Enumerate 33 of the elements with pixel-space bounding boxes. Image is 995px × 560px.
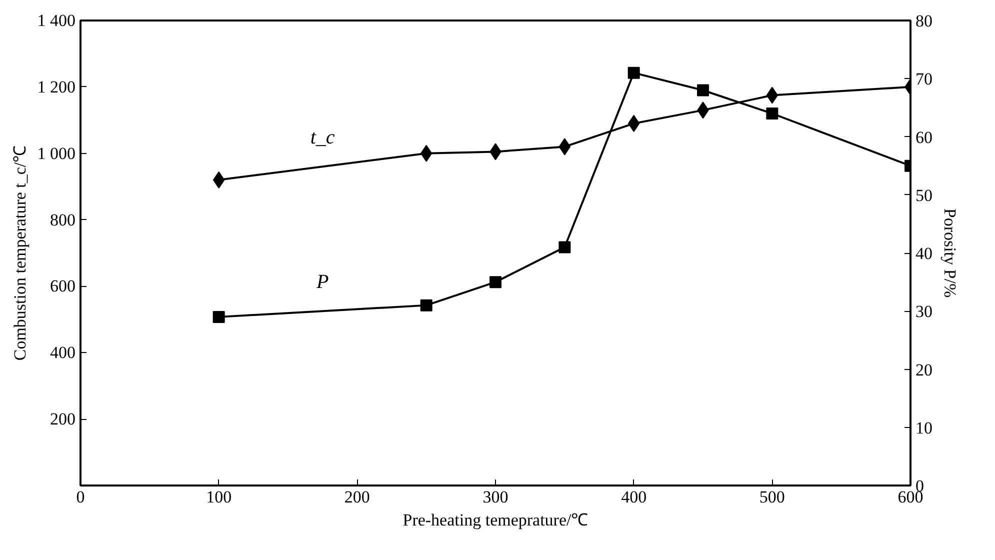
y2-tick-label: 70 [916, 70, 932, 89]
y-tick-label: 800 [50, 210, 76, 230]
point [558, 241, 571, 254]
y2-tick-label: 30 [916, 302, 932, 322]
point [628, 66, 640, 79]
y-tick-label: 1 000 [37, 144, 76, 163]
x-tick-label: 400 [621, 488, 647, 506]
point [420, 299, 432, 312]
x-axis-title: Pre-heating temeprature/℃ [402, 510, 588, 530]
point [212, 310, 225, 323]
x-tick-label: 200 [344, 488, 370, 506]
y2-tick-label: 60 [916, 128, 932, 147]
y2-tick-label: 50 [916, 186, 932, 205]
point [697, 84, 709, 96]
y-axis-title: Combustion temperature t_c/℃ [10, 145, 30, 361]
y2-tick-label: 20 [916, 360, 932, 380]
x-tick-label: 0 [76, 488, 85, 506]
y2-tick-label: 10 [916, 418, 932, 438]
y-tick-label: 1 200 [37, 77, 76, 96]
x-tick-label: 500 [759, 488, 785, 506]
y2-tick-label: 80 [916, 12, 932, 30]
x-tick-label: 300 [482, 488, 508, 506]
x-tick-label: 100 [206, 488, 232, 506]
y-tick-label: 600 [50, 276, 76, 296]
point [490, 276, 502, 288]
annotation: P [315, 271, 329, 294]
y-tick-label: 400 [50, 343, 76, 362]
y-tick-label: 1 400 [37, 11, 76, 30]
point [766, 108, 778, 120]
y2-axis-title: Porosity P/% [940, 208, 960, 298]
y2-tick-label: 40 [916, 244, 932, 263]
annotation: t_c [310, 126, 335, 149]
y-tick-label: 200 [50, 410, 76, 429]
